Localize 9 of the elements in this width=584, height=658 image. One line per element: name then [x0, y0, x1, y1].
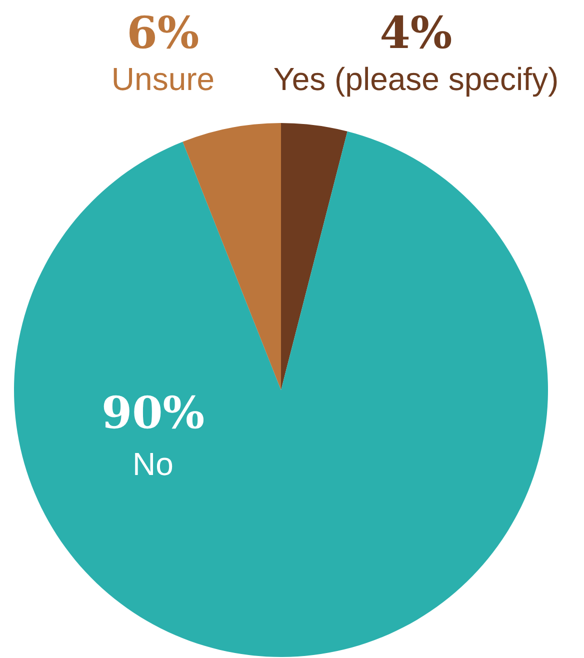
slice-label: No — [132, 446, 174, 482]
pie-slice — [182, 123, 281, 390]
pie-slice — [281, 123, 348, 390]
data-label: 90% — [101, 388, 205, 439]
data-label: 6% — [126, 8, 200, 59]
pie-slice — [14, 131, 548, 656]
slice-label: Yes (please specify) — [273, 61, 559, 97]
data-label: 4% — [380, 8, 452, 59]
slice-label: Unsure — [111, 61, 215, 97]
